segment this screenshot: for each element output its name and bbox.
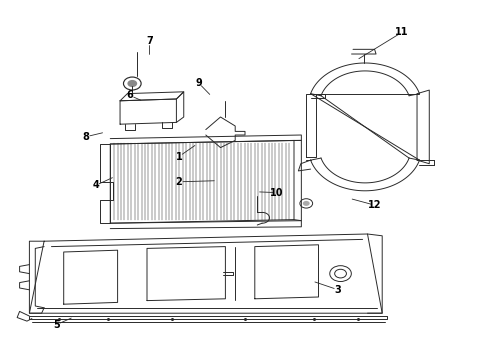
Text: 6: 6	[126, 90, 133, 100]
Text: 4: 4	[92, 180, 99, 190]
Text: 1: 1	[175, 152, 182, 162]
Text: 12: 12	[368, 200, 382, 210]
Text: 3: 3	[335, 285, 342, 295]
Text: 7: 7	[146, 36, 153, 46]
Text: 8: 8	[82, 132, 89, 142]
Text: 9: 9	[195, 78, 202, 88]
Circle shape	[303, 201, 310, 206]
Circle shape	[127, 80, 137, 87]
Text: 11: 11	[395, 27, 409, 37]
Text: 2: 2	[175, 177, 182, 187]
Text: 5: 5	[53, 320, 60, 330]
Text: 10: 10	[270, 188, 284, 198]
